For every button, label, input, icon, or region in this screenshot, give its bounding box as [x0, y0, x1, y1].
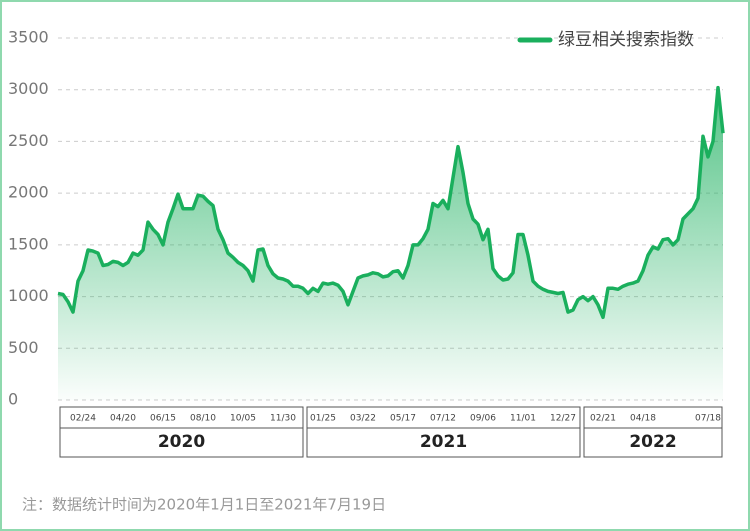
area — [58, 87, 723, 400]
x-tick-label: 08/10 — [190, 414, 216, 424]
x-tick-label: 01/25 — [310, 414, 336, 424]
year-box — [583, 406, 723, 458]
x-axis-band — [58, 404, 723, 412]
x-tick-label: 04/18 — [630, 414, 656, 424]
x-tick-label: 11/01 — [510, 414, 536, 424]
y-tick-label: 1000 — [8, 286, 49, 305]
y-tick-label: 2000 — [8, 183, 49, 202]
x-tick-label: 05/17 — [390, 414, 416, 424]
x-tick-label: 09/06 — [470, 414, 496, 424]
x-tick-label: 07/12 — [430, 414, 456, 424]
note: 注：数据统计时间为2020年1月1日至2021年7月19日 — [22, 496, 386, 514]
y-tick-label: 2500 — [8, 131, 49, 150]
line — [57, 85, 725, 320]
year-label: 2022 — [629, 432, 676, 452]
x-tick-label: 07/18 — [695, 414, 721, 424]
x-tick-label: 02/24 — [70, 414, 96, 424]
year-label: 2021 — [420, 432, 467, 452]
x-tick-label: 02/21 — [590, 414, 616, 424]
legend-label: 绿豆相关搜索指数 — [558, 30, 694, 50]
x-tick-label: 03/22 — [350, 414, 376, 424]
x-tick-label: 10/05 — [230, 414, 256, 424]
y-tick-label: 1500 — [8, 234, 49, 253]
x-tick-label: 12/27 — [550, 414, 576, 424]
x-tick-label: 11/30 — [270, 414, 296, 424]
year-box — [59, 406, 304, 458]
x-tick-label: 06/15 — [150, 414, 176, 424]
x-tick-label: 04/20 — [110, 414, 136, 424]
year-label: 2020 — [158, 432, 205, 452]
year-box — [306, 406, 581, 458]
y-tick-label: 0 — [8, 390, 18, 409]
y-tick-label: 3500 — [8, 28, 49, 47]
y-tick-label: 500 — [8, 338, 39, 357]
y-tick-label: 3000 — [8, 79, 49, 98]
